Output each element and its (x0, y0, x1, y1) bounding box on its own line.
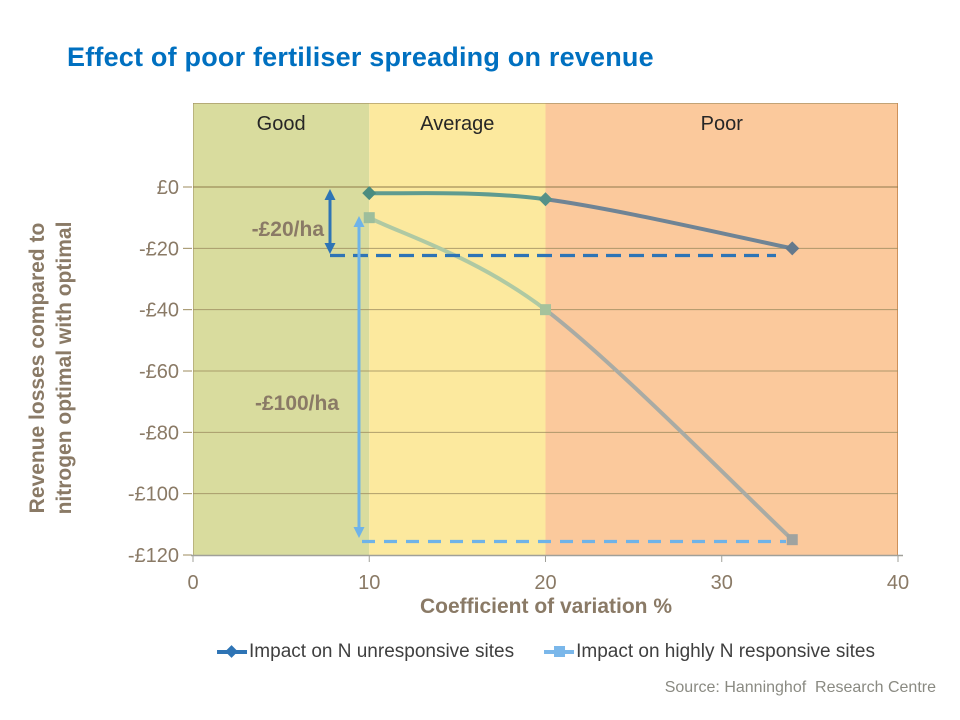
annotation-loss-20-label: -£20/ha (251, 218, 324, 241)
zone-label-good: Good (257, 113, 306, 135)
x-tick-label: 0 (187, 572, 198, 594)
y-tick-label: -£100 (128, 484, 179, 506)
y-tick-label: -£120 (128, 545, 179, 567)
series-marker-square (540, 304, 551, 316)
series-marker-diamond (538, 192, 553, 207)
series-line-unresponsive (367, 191, 548, 202)
arrow-unresponsive-head-down (324, 243, 336, 254)
series-line-responsive (367, 215, 548, 312)
y-tick-label: -£80 (139, 422, 179, 444)
legend-item-unresponsive: Impact on N unresponsive sites (217, 641, 514, 663)
x-tick-label: 10 (358, 572, 380, 594)
legend-item-responsive: Impact on highly N responsive sites (544, 641, 875, 663)
x-tick-label: 30 (711, 572, 733, 594)
x-tick-label: 40 (887, 572, 909, 594)
series-marker-diamond (362, 186, 377, 201)
zone-label-average: Average (420, 113, 494, 135)
y-tick-label: -£40 (139, 300, 179, 322)
source-text: Source: Hanninghof Research Centre (664, 679, 936, 696)
series-marker-square (786, 534, 798, 546)
x-axis-title: Coefficient of variation % (419, 595, 673, 618)
legend-item-label: Impact on highly N responsive sites (576, 641, 875, 662)
x-tick-label: 20 (534, 572, 556, 594)
annotation-loss-100-label: -£100/ha (254, 392, 340, 415)
arrow-responsive-head-down (353, 527, 365, 538)
series-line-unresponsive (543, 197, 795, 251)
legend-diamond-icon (217, 645, 248, 659)
zone-poor (545, 103, 898, 556)
zone-good (193, 103, 370, 556)
chart-title: Effect of poor fertiliser spreading on r… (67, 42, 654, 72)
legend-marker-shape (554, 646, 566, 657)
y-tick-label: £0 (157, 177, 179, 199)
arrow-unresponsive-head-up (324, 189, 336, 200)
y-tick-label: -£60 (139, 361, 179, 383)
arrow-responsive-head-up (353, 216, 365, 227)
legend-square-icon (544, 645, 575, 659)
series-line-responsive (543, 307, 795, 542)
series-marker-square (363, 212, 375, 224)
legend: Impact on N unresponsive sites Impact on … (217, 641, 875, 663)
series-marker-diamond (785, 241, 800, 256)
legend-marker-shape (225, 645, 238, 658)
zone-average (369, 103, 546, 556)
zone-label-poor: Poor (701, 113, 744, 135)
legend-item-label: Impact on N unresponsive sites (249, 641, 515, 662)
y-tick-label: -£20 (139, 238, 179, 260)
